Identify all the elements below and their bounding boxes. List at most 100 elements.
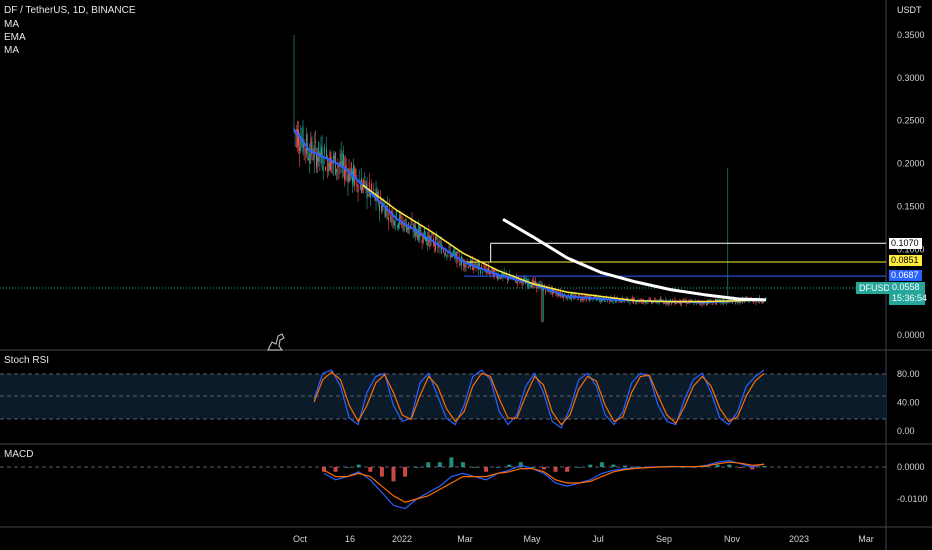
candle-body [454, 252, 456, 256]
ma-line-1 [362, 184, 767, 303]
candle-body [500, 274, 502, 279]
macd-title[interactable]: MACD [4, 449, 34, 460]
candle-body [366, 184, 368, 198]
candle-body [465, 265, 467, 268]
candle-body [317, 157, 319, 163]
candle-body [428, 231, 430, 242]
candle-body [725, 301, 727, 304]
candle-body [647, 302, 649, 304]
candle-body [426, 237, 428, 242]
candle-body [491, 268, 493, 271]
candle-body [404, 219, 406, 221]
candle-body [442, 250, 444, 252]
candle-body [519, 280, 521, 283]
price-axis-label: 0.3000 [897, 73, 925, 83]
candle-body [660, 299, 662, 301]
candle-body [359, 185, 361, 190]
stoch-axis-label: 80.00 [897, 369, 920, 379]
macd-histogram-bar [368, 467, 373, 472]
candle-body [473, 266, 475, 271]
candle-body [324, 167, 326, 171]
stoch-k-line [313, 369, 765, 429]
candle-body [353, 166, 355, 182]
candle-body [565, 297, 567, 299]
candle-body [675, 303, 677, 305]
candle-body [455, 252, 457, 259]
candle-body [612, 300, 614, 302]
candle-body [517, 280, 519, 284]
candle-body [315, 152, 317, 168]
candle-body [614, 299, 616, 303]
legend-ema[interactable]: EMA [4, 32, 26, 43]
macd-histogram-bar [345, 467, 350, 468]
candle-body [580, 299, 582, 301]
candle-body [394, 221, 396, 226]
candle-body [482, 271, 484, 273]
candle-body [566, 297, 568, 300]
candle-body [546, 285, 548, 287]
ma-line-2 [502, 218, 767, 302]
candle-body [584, 295, 586, 298]
price-line-badge-0-1070[interactable]: 0.1070 [889, 238, 922, 249]
candle-body [518, 276, 520, 278]
candle-body [638, 301, 640, 303]
legend-ma-1[interactable]: MA [4, 19, 19, 30]
macd-histogram-bar [403, 467, 408, 477]
candle-body [476, 263, 478, 266]
candle-body [297, 129, 299, 147]
candle-body [659, 298, 661, 302]
price-line-badge-0-0851[interactable]: 0.0851 [889, 255, 922, 266]
macd-histogram-bar [449, 457, 454, 467]
macd-axis-label: 0.0000 [897, 462, 925, 472]
candle-body [417, 233, 419, 239]
candle-body [457, 252, 459, 254]
macd-histogram-bar [715, 464, 720, 467]
price-axis-label: 0.3500 [897, 30, 925, 40]
candle-body [648, 298, 650, 300]
candle-body [299, 147, 301, 152]
candle-body [576, 299, 578, 301]
candle-body [762, 301, 764, 303]
candle-body [451, 252, 453, 254]
candle-body [735, 301, 737, 304]
candle-body [649, 298, 651, 301]
candle-body [378, 204, 380, 212]
candle-body [419, 225, 421, 238]
candle-body [318, 141, 320, 162]
candle-body [508, 278, 510, 281]
legend-ma-2[interactable]: MA [4, 45, 19, 56]
candle-body [672, 299, 674, 302]
candle-body [485, 269, 487, 274]
candle-body [446, 255, 448, 257]
candle-body [666, 301, 668, 305]
candle-body [703, 302, 705, 305]
candle-body [401, 222, 403, 227]
candle-body [385, 205, 387, 217]
candle-body [373, 188, 375, 191]
macd-histogram-bar [495, 467, 500, 468]
macd-histogram-bar [611, 464, 616, 467]
candle-body [568, 298, 570, 300]
candle-body [474, 261, 476, 268]
macd-histogram-bar [379, 467, 384, 477]
candle-body [355, 168, 357, 177]
overlays-group [293, 128, 886, 304]
candle-body [332, 155, 334, 164]
candle-body [595, 296, 597, 299]
candle-body [575, 295, 577, 297]
candle-body [381, 204, 383, 212]
macd-axis-label: -0.0100 [897, 494, 928, 504]
candle-body [563, 295, 565, 299]
stoch-d-line [313, 371, 765, 426]
candle-body [303, 141, 305, 149]
candle-body [328, 163, 330, 172]
candle-body [383, 202, 385, 205]
macd-histogram-bar [588, 464, 593, 467]
stoch-rsi-title[interactable]: Stoch RSI [4, 355, 50, 366]
last-price-value: 0.0558 [892, 282, 920, 292]
candle-body [320, 145, 322, 158]
candle-body [322, 166, 324, 171]
macd-histogram-bar [727, 464, 732, 467]
price-line-badge-0-0687[interactable]: 0.0687 [889, 270, 922, 281]
